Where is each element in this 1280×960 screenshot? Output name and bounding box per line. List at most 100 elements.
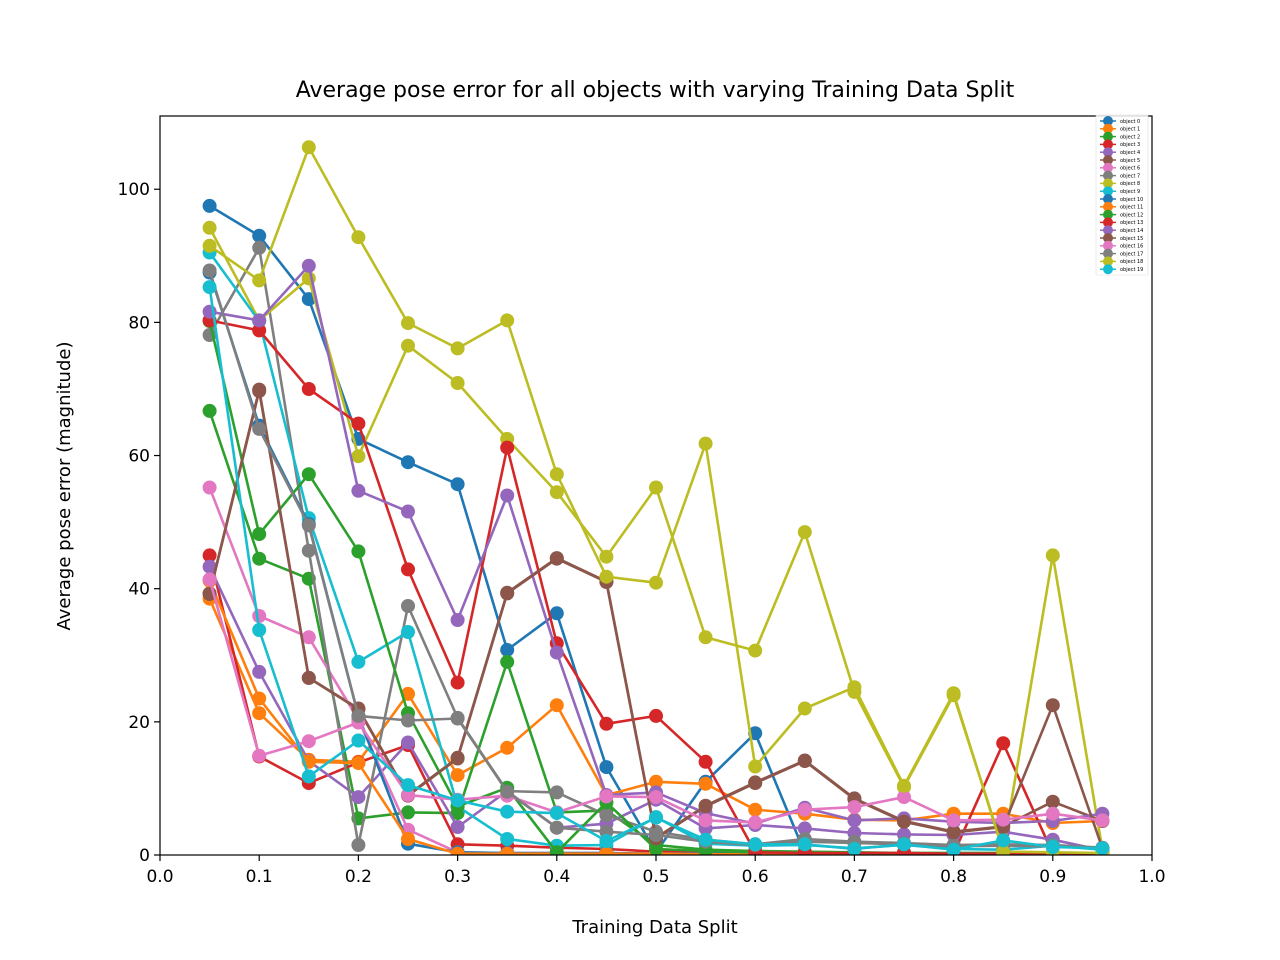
data-point <box>252 240 267 255</box>
legend-entry: object 17 <box>1100 248 1143 259</box>
data-point <box>252 748 267 763</box>
x-axis-label: Training Data Split <box>571 917 737 938</box>
data-point <box>202 572 217 587</box>
data-point <box>401 735 415 750</box>
data-point <box>450 751 465 766</box>
data-point <box>847 813 862 828</box>
x-tick-label: 0.7 <box>841 867 868 887</box>
x-tick-label: 0.9 <box>1039 867 1066 887</box>
legend-marker <box>1103 240 1113 251</box>
data-point <box>450 768 465 783</box>
data-point <box>301 140 316 155</box>
data-point <box>897 778 911 793</box>
data-point <box>649 774 663 789</box>
legend-marker <box>1103 194 1113 204</box>
data-point <box>649 790 663 805</box>
legend-marker <box>1103 162 1113 173</box>
data-point <box>1045 698 1060 713</box>
data-point <box>698 776 713 791</box>
legend-label: object 15 <box>1120 236 1143 242</box>
data-point <box>252 706 267 721</box>
data-point <box>252 323 267 338</box>
y-tick-label: 100 <box>118 180 150 200</box>
y-tick-label: 60 <box>128 447 150 467</box>
legend-label: object 0 <box>1120 119 1140 125</box>
data-point <box>549 698 564 713</box>
data-point <box>649 480 663 495</box>
data-point <box>401 832 415 846</box>
data-point <box>351 790 366 805</box>
data-point <box>401 338 415 353</box>
legend-label: object 19 <box>1120 267 1143 273</box>
data-point <box>301 734 316 749</box>
legend-entry: object 19 <box>1100 264 1143 275</box>
data-point <box>401 778 415 793</box>
legend-entry: object 3 <box>1100 139 1140 150</box>
data-point <box>946 686 961 701</box>
legend-label: object 5 <box>1120 158 1140 164</box>
legend-entry: object 9 <box>1100 186 1140 197</box>
data-point <box>252 384 267 398</box>
data-point <box>351 483 366 498</box>
data-point <box>450 613 465 627</box>
data-point <box>450 846 465 855</box>
data-point <box>351 230 366 245</box>
data-point <box>252 551 267 566</box>
data-point <box>500 846 515 855</box>
legend-entry: object 2 <box>1100 131 1140 142</box>
data-point <box>252 623 267 637</box>
data-point <box>202 220 217 235</box>
x-tick-label: 0.1 <box>246 867 273 887</box>
data-point <box>301 769 316 784</box>
data-point <box>797 821 812 836</box>
y-axis-label: Average pose error (magnitude) <box>54 342 75 631</box>
data-point <box>252 313 267 328</box>
data-point <box>252 421 267 436</box>
legend-marker <box>1103 170 1113 181</box>
series-line <box>208 272 1103 855</box>
data-point <box>748 759 763 774</box>
legend-label: object 12 <box>1120 212 1143 218</box>
legend-label: object 4 <box>1120 150 1140 156</box>
data-point <box>549 485 564 500</box>
legend-marker <box>1103 123 1113 134</box>
data-point <box>351 544 366 559</box>
legend-marker <box>1103 116 1113 126</box>
data-point <box>500 488 515 503</box>
x-tick-label: 0.3 <box>444 867 471 887</box>
legend-entry: object 14 <box>1100 225 1143 236</box>
data-point <box>649 708 663 723</box>
data-point <box>748 776 763 791</box>
data-point <box>301 518 316 533</box>
data-point <box>351 416 366 431</box>
legend-label: object 17 <box>1120 251 1143 257</box>
data-point <box>301 467 316 482</box>
legend-marker <box>1103 264 1113 275</box>
y-tick-label: 40 <box>128 580 150 600</box>
legend-marker <box>1103 209 1113 220</box>
data-point <box>351 654 366 669</box>
data-point <box>202 480 217 495</box>
legend-label: object 3 <box>1120 142 1140 148</box>
data-point <box>500 832 515 846</box>
data-point <box>1095 813 1110 828</box>
legend-entry: object 13 <box>1100 217 1143 228</box>
data-point <box>202 548 217 563</box>
data-point <box>748 643 763 658</box>
data-point <box>748 802 763 817</box>
data-point <box>748 837 763 852</box>
series-line <box>208 566 1103 852</box>
legend-label: object 16 <box>1120 244 1143 250</box>
data-point <box>748 815 763 830</box>
data-point <box>549 806 564 821</box>
legend-entry: object 10 <box>1100 194 1143 204</box>
series-line <box>208 246 1103 849</box>
data-point <box>252 228 267 243</box>
data-point <box>649 575 663 590</box>
data-point <box>549 467 564 482</box>
data-point <box>549 820 564 835</box>
legend-marker <box>1103 225 1113 236</box>
data-point <box>301 382 316 396</box>
data-point <box>549 845 564 855</box>
